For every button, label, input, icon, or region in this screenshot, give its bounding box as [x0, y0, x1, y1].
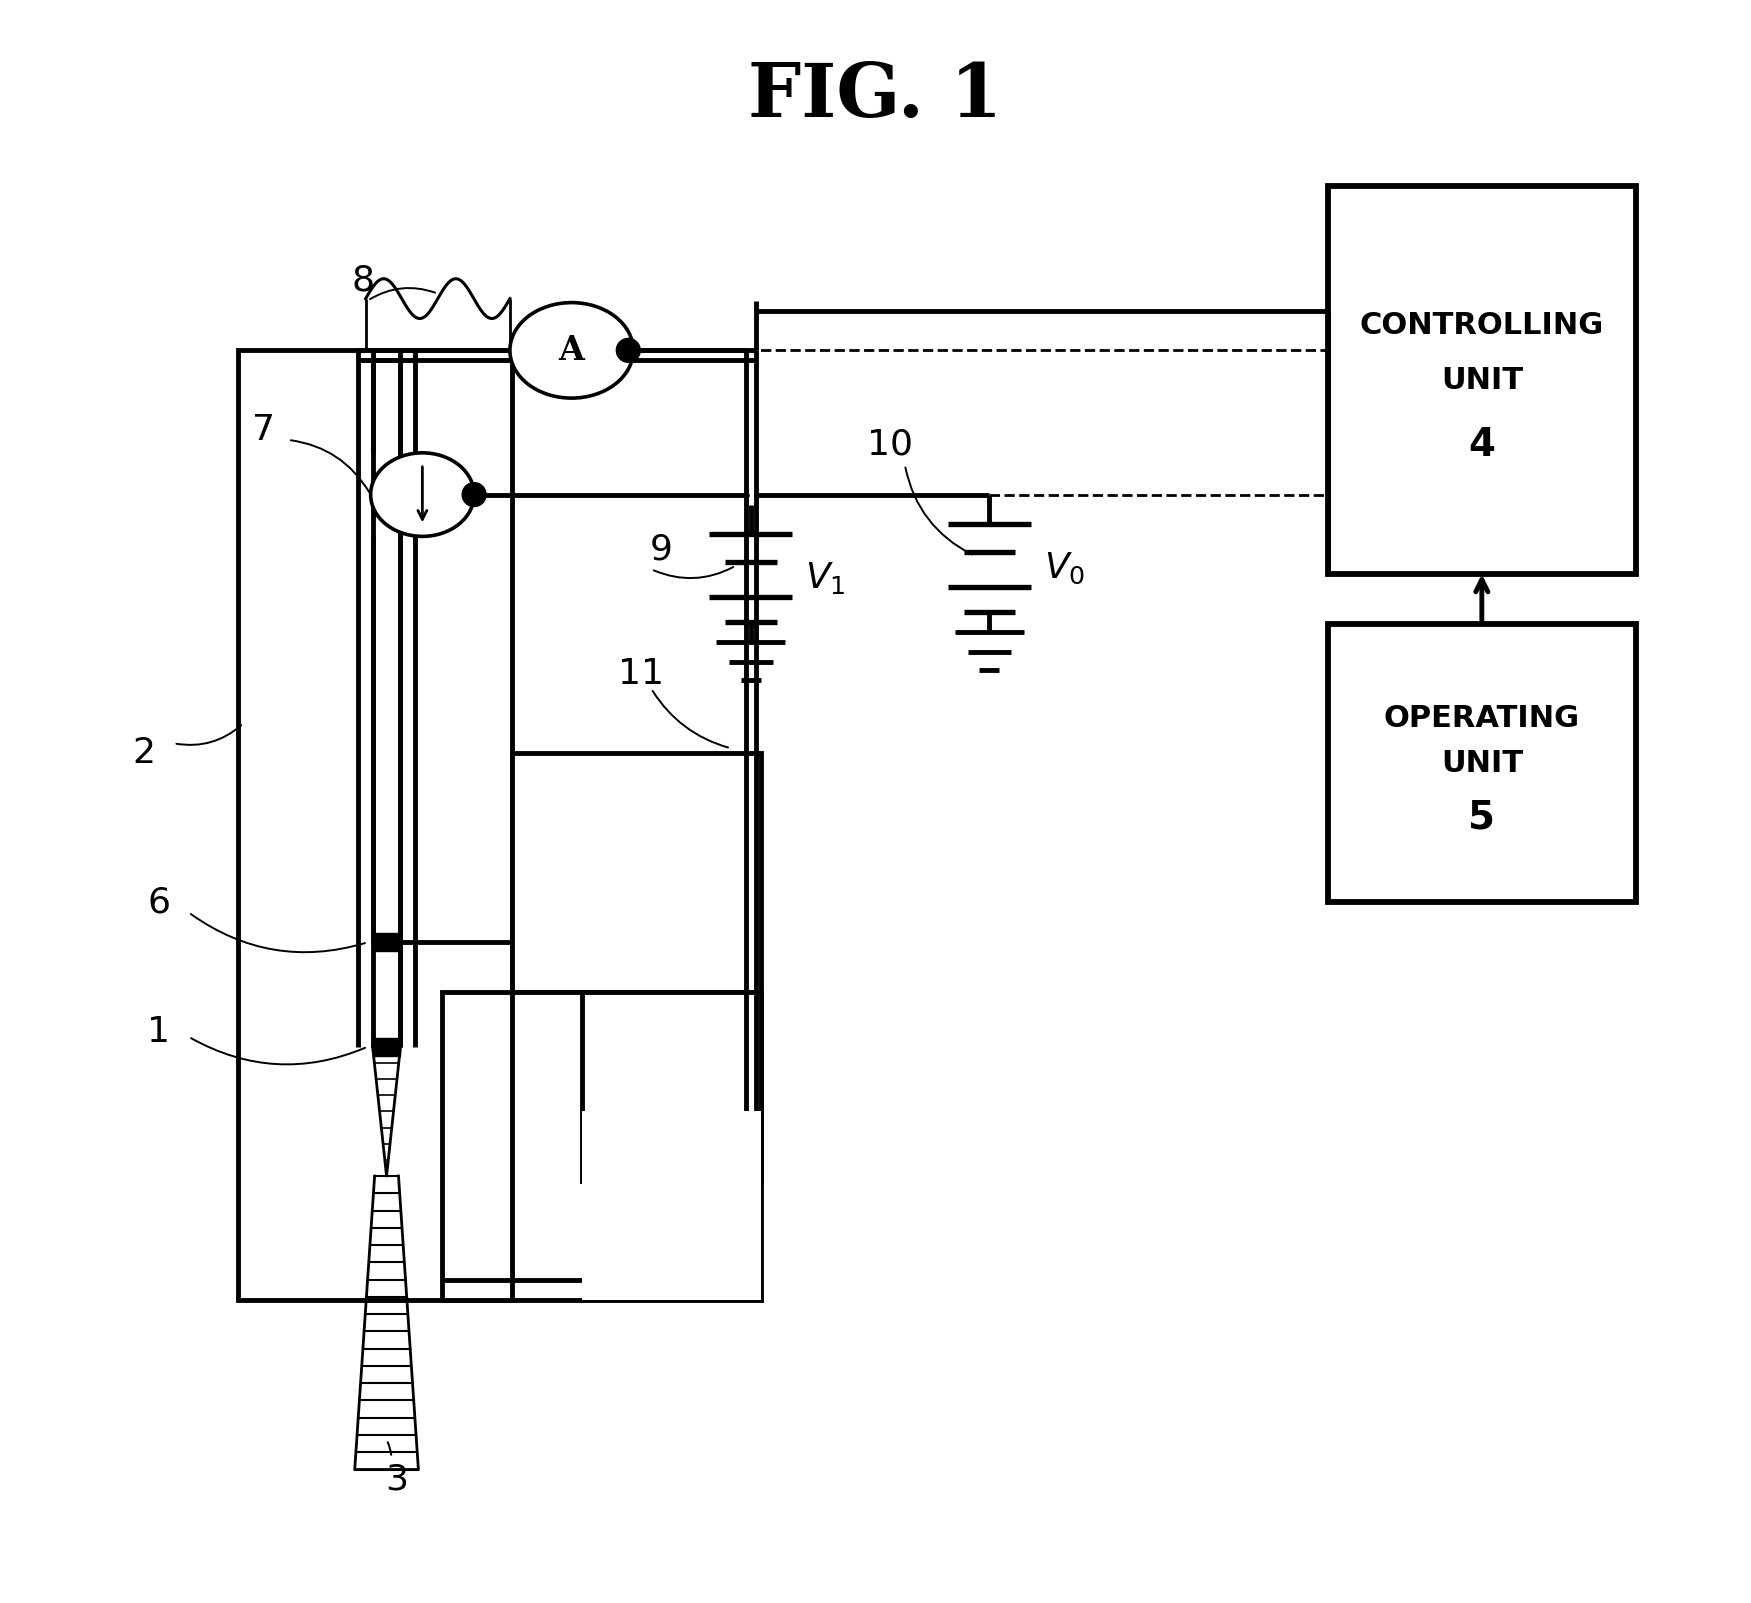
Text: $V_0$: $V_0$ [1044, 550, 1086, 585]
Bar [511, 753, 760, 992]
Polygon shape [373, 1047, 401, 1177]
Text: 10: 10 [867, 428, 912, 462]
Bar [238, 351, 511, 1300]
Circle shape [616, 338, 641, 362]
Polygon shape [373, 1037, 401, 1056]
Text: 11: 11 [618, 657, 664, 691]
Text: 9: 9 [650, 532, 672, 566]
Bar [1327, 186, 1635, 574]
Ellipse shape [510, 303, 634, 398]
Text: A: A [559, 333, 585, 367]
Text: UNIT: UNIT [1441, 365, 1523, 394]
Text: 7: 7 [252, 414, 275, 447]
Text: 8: 8 [352, 264, 375, 298]
Text: UNIT: UNIT [1441, 749, 1523, 777]
Bar [581, 992, 760, 1181]
Bar [581, 1111, 760, 1300]
Bar [1327, 624, 1635, 902]
Text: $V_1$: $V_1$ [805, 559, 846, 596]
Text: FIG. 1: FIG. 1 [748, 61, 1002, 133]
Text: 4: 4 [1469, 426, 1495, 463]
Text: CONTROLLING: CONTROLLING [1361, 311, 1604, 340]
Text: 1: 1 [147, 1015, 170, 1048]
Text: OPERATING: OPERATING [1383, 704, 1579, 733]
Bar [443, 992, 760, 1300]
Text: 6: 6 [147, 885, 170, 920]
Text: 2: 2 [133, 736, 156, 771]
Polygon shape [373, 933, 401, 951]
Ellipse shape [371, 452, 475, 537]
Text: 5: 5 [1469, 798, 1495, 837]
Circle shape [462, 483, 487, 507]
Text: 3: 3 [385, 1462, 408, 1497]
